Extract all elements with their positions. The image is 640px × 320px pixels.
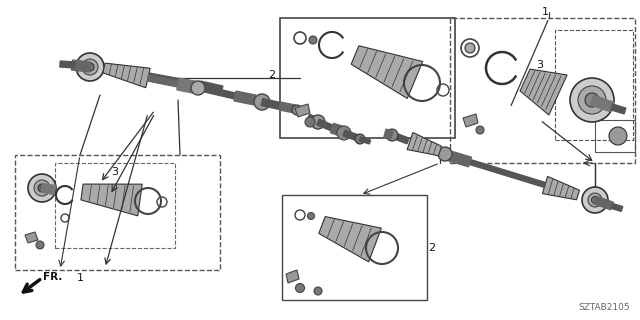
Text: 3: 3 — [111, 167, 118, 177]
Circle shape — [38, 184, 46, 192]
Polygon shape — [204, 86, 236, 99]
Circle shape — [570, 78, 614, 122]
Circle shape — [386, 129, 398, 141]
Bar — [55, 163, 175, 248]
Polygon shape — [60, 61, 75, 68]
Polygon shape — [234, 91, 256, 105]
Text: 1: 1 — [541, 7, 548, 17]
Polygon shape — [384, 129, 393, 139]
Polygon shape — [463, 114, 478, 127]
Circle shape — [314, 287, 322, 295]
Polygon shape — [343, 130, 359, 141]
Circle shape — [355, 134, 365, 144]
Circle shape — [86, 63, 94, 71]
Circle shape — [609, 127, 627, 145]
Polygon shape — [594, 196, 613, 210]
Polygon shape — [520, 69, 567, 115]
Bar — [280, 18, 455, 138]
Circle shape — [438, 147, 452, 161]
Polygon shape — [394, 133, 409, 144]
Circle shape — [254, 94, 270, 110]
Polygon shape — [469, 160, 546, 188]
Polygon shape — [407, 132, 442, 156]
Circle shape — [588, 193, 602, 207]
Polygon shape — [279, 102, 296, 113]
Circle shape — [82, 59, 98, 75]
Bar — [595, 120, 635, 152]
Polygon shape — [286, 270, 299, 283]
Polygon shape — [360, 137, 371, 144]
Polygon shape — [351, 46, 422, 99]
Circle shape — [465, 43, 475, 53]
Circle shape — [337, 126, 351, 140]
Circle shape — [585, 93, 599, 107]
Polygon shape — [177, 78, 199, 94]
Circle shape — [296, 284, 305, 292]
Circle shape — [292, 105, 302, 115]
Circle shape — [36, 241, 44, 249]
Polygon shape — [449, 151, 472, 167]
Text: 3: 3 — [536, 60, 543, 70]
Text: SZTAB2105: SZTAB2105 — [579, 303, 630, 312]
Polygon shape — [611, 104, 626, 114]
Polygon shape — [295, 104, 310, 117]
Bar — [555, 30, 633, 140]
Polygon shape — [25, 232, 38, 243]
Circle shape — [309, 36, 317, 44]
Circle shape — [578, 86, 606, 114]
Bar — [282, 195, 427, 300]
Polygon shape — [330, 123, 346, 137]
Polygon shape — [81, 184, 142, 216]
Polygon shape — [42, 184, 56, 195]
Polygon shape — [307, 114, 319, 126]
Polygon shape — [103, 63, 150, 88]
Circle shape — [34, 180, 50, 196]
Circle shape — [591, 196, 598, 204]
Polygon shape — [611, 204, 623, 212]
Circle shape — [476, 126, 484, 134]
Polygon shape — [261, 99, 281, 109]
Circle shape — [311, 115, 325, 129]
Polygon shape — [108, 66, 200, 87]
Polygon shape — [317, 119, 333, 131]
Polygon shape — [72, 60, 90, 72]
Text: 2: 2 — [268, 70, 276, 80]
Polygon shape — [542, 176, 579, 200]
Bar — [450, 18, 635, 163]
Polygon shape — [147, 75, 179, 87]
Text: 1: 1 — [77, 273, 83, 283]
Circle shape — [76, 53, 104, 81]
Bar — [15, 155, 220, 270]
Circle shape — [582, 187, 608, 213]
Circle shape — [28, 174, 56, 202]
Polygon shape — [319, 217, 381, 262]
Circle shape — [191, 81, 205, 95]
Circle shape — [307, 212, 314, 220]
Polygon shape — [590, 95, 614, 112]
Circle shape — [305, 117, 315, 127]
Text: 2: 2 — [428, 243, 436, 253]
Text: FR.: FR. — [43, 272, 62, 282]
Polygon shape — [199, 81, 223, 94]
